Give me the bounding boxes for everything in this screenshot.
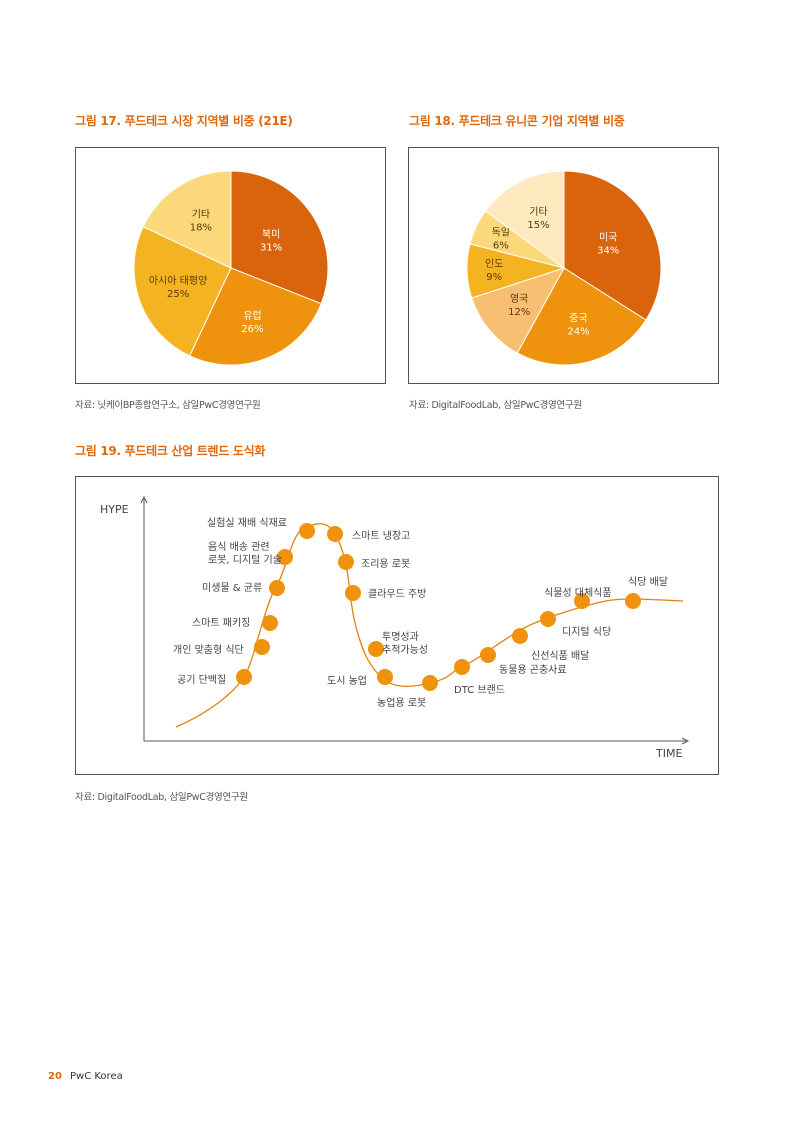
trend-label-3: 미생물 & 균류 [202, 582, 262, 594]
trend-label-13: DTC 브랜드 [454, 684, 505, 696]
trend-label-14: 동물용 곤충사료 [499, 664, 567, 676]
fig18-slice-value-2: 24% [567, 326, 589, 337]
fig18-slice-1 [563, 170, 662, 321]
fig18-slice-label-1: 미국 [599, 232, 617, 244]
fig18-source: 자료: DigitalFoodLab, 삼일PwC경영연구원 [409, 400, 582, 411]
fig18-slice-label-2: 중국 [569, 312, 587, 324]
fig18-pie-chart: 미국 34% 중국 24% 영국 12% 인도 9% 독일 6% 기타 15% [466, 170, 662, 366]
trend-label-6: 실험실 재배 식재료 [207, 517, 287, 529]
trend-label-7: 스마트 냉장고 [352, 530, 410, 542]
fig18-slice-value-5: 6% [493, 240, 509, 251]
fig17-source: 자료: 닛케이BP종합연구소, 삼일PwC경영연구원 [75, 400, 261, 411]
fig18-slice-label-5: 독일 [492, 226, 510, 238]
fig17-frame: 북미 31% 유럽 26% 아시아 태평양 25% 기타 18% [75, 147, 386, 384]
fig17-slice-label-1: 북미 [262, 229, 280, 241]
trend-label-8: 조리용 로봇 [361, 558, 410, 570]
trend-label-9: 클라우드 주방 [368, 588, 426, 600]
fig17-pie-chart: 북미 31% 유럽 26% 아시아 태평양 25% 기타 18% [133, 170, 329, 366]
fig18-slice-2 [516, 267, 647, 366]
fig19-source: 자료: DigitalFoodLab, 삼일PwC경영연구원 [75, 792, 248, 803]
fig18-slice-label-3: 영국 [510, 293, 528, 305]
trend-point-3 [262, 615, 278, 631]
trend-label-11: 도시 농업 [327, 674, 367, 687]
fig18-slice-value-1: 34% [597, 246, 619, 257]
fig17-slice-value-3: 25% [167, 289, 189, 300]
fig17-slice-label-2: 유럽 [243, 310, 261, 322]
trend-point-9 [345, 585, 361, 601]
fig19-title: 그림 19. 푸드테크 산업 트렌드 도식화 [75, 444, 266, 458]
trend-point-17 [574, 593, 590, 609]
fig18-slice-3 [471, 267, 566, 354]
footer-brand: PwC Korea [70, 1071, 123, 1082]
trend-label-12: 농업용 로봇 [377, 696, 426, 709]
trend-point-4 [269, 580, 285, 596]
fig18-slice-value-4: 9% [486, 272, 502, 283]
fig17-slice-value-4: 18% [190, 223, 212, 234]
trend-point-11 [377, 669, 393, 685]
trend-point-12 [422, 675, 438, 691]
fig18-slice-value-6: 15% [527, 220, 549, 231]
fig18-slice-value-3: 12% [508, 307, 530, 318]
trend-point-8 [338, 554, 354, 570]
trend-point-1 [236, 669, 252, 685]
trend-label-10-line-1: 투명성과 [382, 631, 419, 643]
x-axis-label: TIME [655, 747, 682, 760]
fig17-slice-label-4: 기타 [192, 209, 210, 221]
trend-point-18 [625, 593, 641, 609]
fig17-slice-2 [189, 267, 322, 366]
trend-point-2 [254, 639, 270, 655]
fig17-slice-1 [230, 170, 329, 305]
fig18-slice-label-6: 기타 [529, 206, 547, 218]
trend-label-5-line-1: 음식 배송 관련 [208, 541, 270, 553]
trend-label-1: 공기 단백질 [177, 674, 226, 686]
fig17-slice-3 [133, 226, 232, 357]
fig17-slice-label-3: 아시아 태평양 [149, 275, 207, 287]
trend-point-14 [480, 647, 496, 663]
fig17-title: 그림 17. 푸드테크 시장 지역별 비중 (21E) [75, 114, 293, 128]
fig18-title: 그림 18. 푸드테크 유니콘 기업 지역별 비중 [409, 114, 625, 128]
trend-point-13 [454, 659, 470, 675]
trend-label-17: 식물성 대체식품 [544, 587, 612, 599]
trend-point-6 [299, 523, 315, 539]
trend-point-5 [277, 549, 293, 565]
trend-point-10 [368, 641, 384, 657]
y-axis-arrow [140, 495, 148, 504]
y-axis-label: HYPE [100, 503, 129, 516]
trend-point-15 [512, 628, 528, 644]
trend-label-10-line-2: 추적가능성 [382, 644, 428, 656]
fig17-slice-4 [142, 170, 232, 269]
fig17-slice-value-2: 26% [241, 324, 263, 335]
fig18-slice-6 [484, 170, 565, 269]
trend-label-5-line-2: 로봇, 디지털 기술 [208, 554, 282, 566]
hype-curve [175, 523, 684, 728]
trend-point-7 [327, 526, 343, 542]
trend-label-2: 개인 맞춤형 식단 [173, 644, 244, 656]
page-number: 20 [48, 1071, 62, 1082]
trend-label-18: 식당 배달 [628, 576, 668, 588]
fig18-frame: 미국 34% 중국 24% 영국 12% 인도 9% 독일 6% 기타 15% [408, 147, 719, 384]
fig18-slice-label-4: 인도 [485, 258, 503, 270]
trend-label-4: 스마트 패키징 [192, 617, 250, 629]
trend-point-16 [540, 611, 556, 627]
fig17-slice-value-1: 31% [260, 243, 282, 254]
x-axis-arrow [681, 737, 690, 745]
trend-label-15: 신선식품 배달 [531, 650, 589, 662]
trend-label-16: 디지털 식당 [562, 626, 611, 638]
